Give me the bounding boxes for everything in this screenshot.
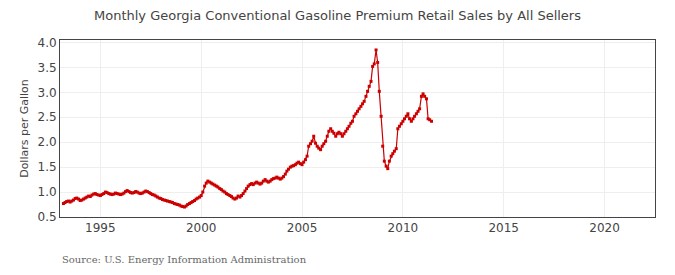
- svg-text:3.5: 3.5: [38, 61, 57, 75]
- svg-text:2010: 2010: [388, 221, 419, 235]
- svg-text:Dollars per Gallon: Dollars per Gallon: [18, 79, 31, 178]
- svg-text:2015: 2015: [488, 221, 519, 235]
- svg-text:2.5: 2.5: [38, 110, 57, 124]
- svg-text:2.0: 2.0: [38, 135, 57, 149]
- svg-text:Monthly Georgia Conventional G: Monthly Georgia Conventional Gasoline Pr…: [94, 8, 581, 23]
- svg-text:4.0: 4.0: [38, 36, 57, 50]
- svg-text:Source: U.S. Energy Informatio: Source: U.S. Energy Information Administ…: [62, 254, 307, 265]
- svg-text:2005: 2005: [287, 221, 318, 235]
- svg-text:2000: 2000: [186, 221, 217, 235]
- svg-text:2020: 2020: [589, 221, 620, 235]
- svg-text:3.0: 3.0: [38, 86, 57, 100]
- svg-text:0.5: 0.5: [38, 210, 57, 224]
- svg-text:1.0: 1.0: [38, 185, 57, 199]
- svg-text:1995: 1995: [85, 221, 116, 235]
- svg-text:1.5: 1.5: [38, 160, 57, 174]
